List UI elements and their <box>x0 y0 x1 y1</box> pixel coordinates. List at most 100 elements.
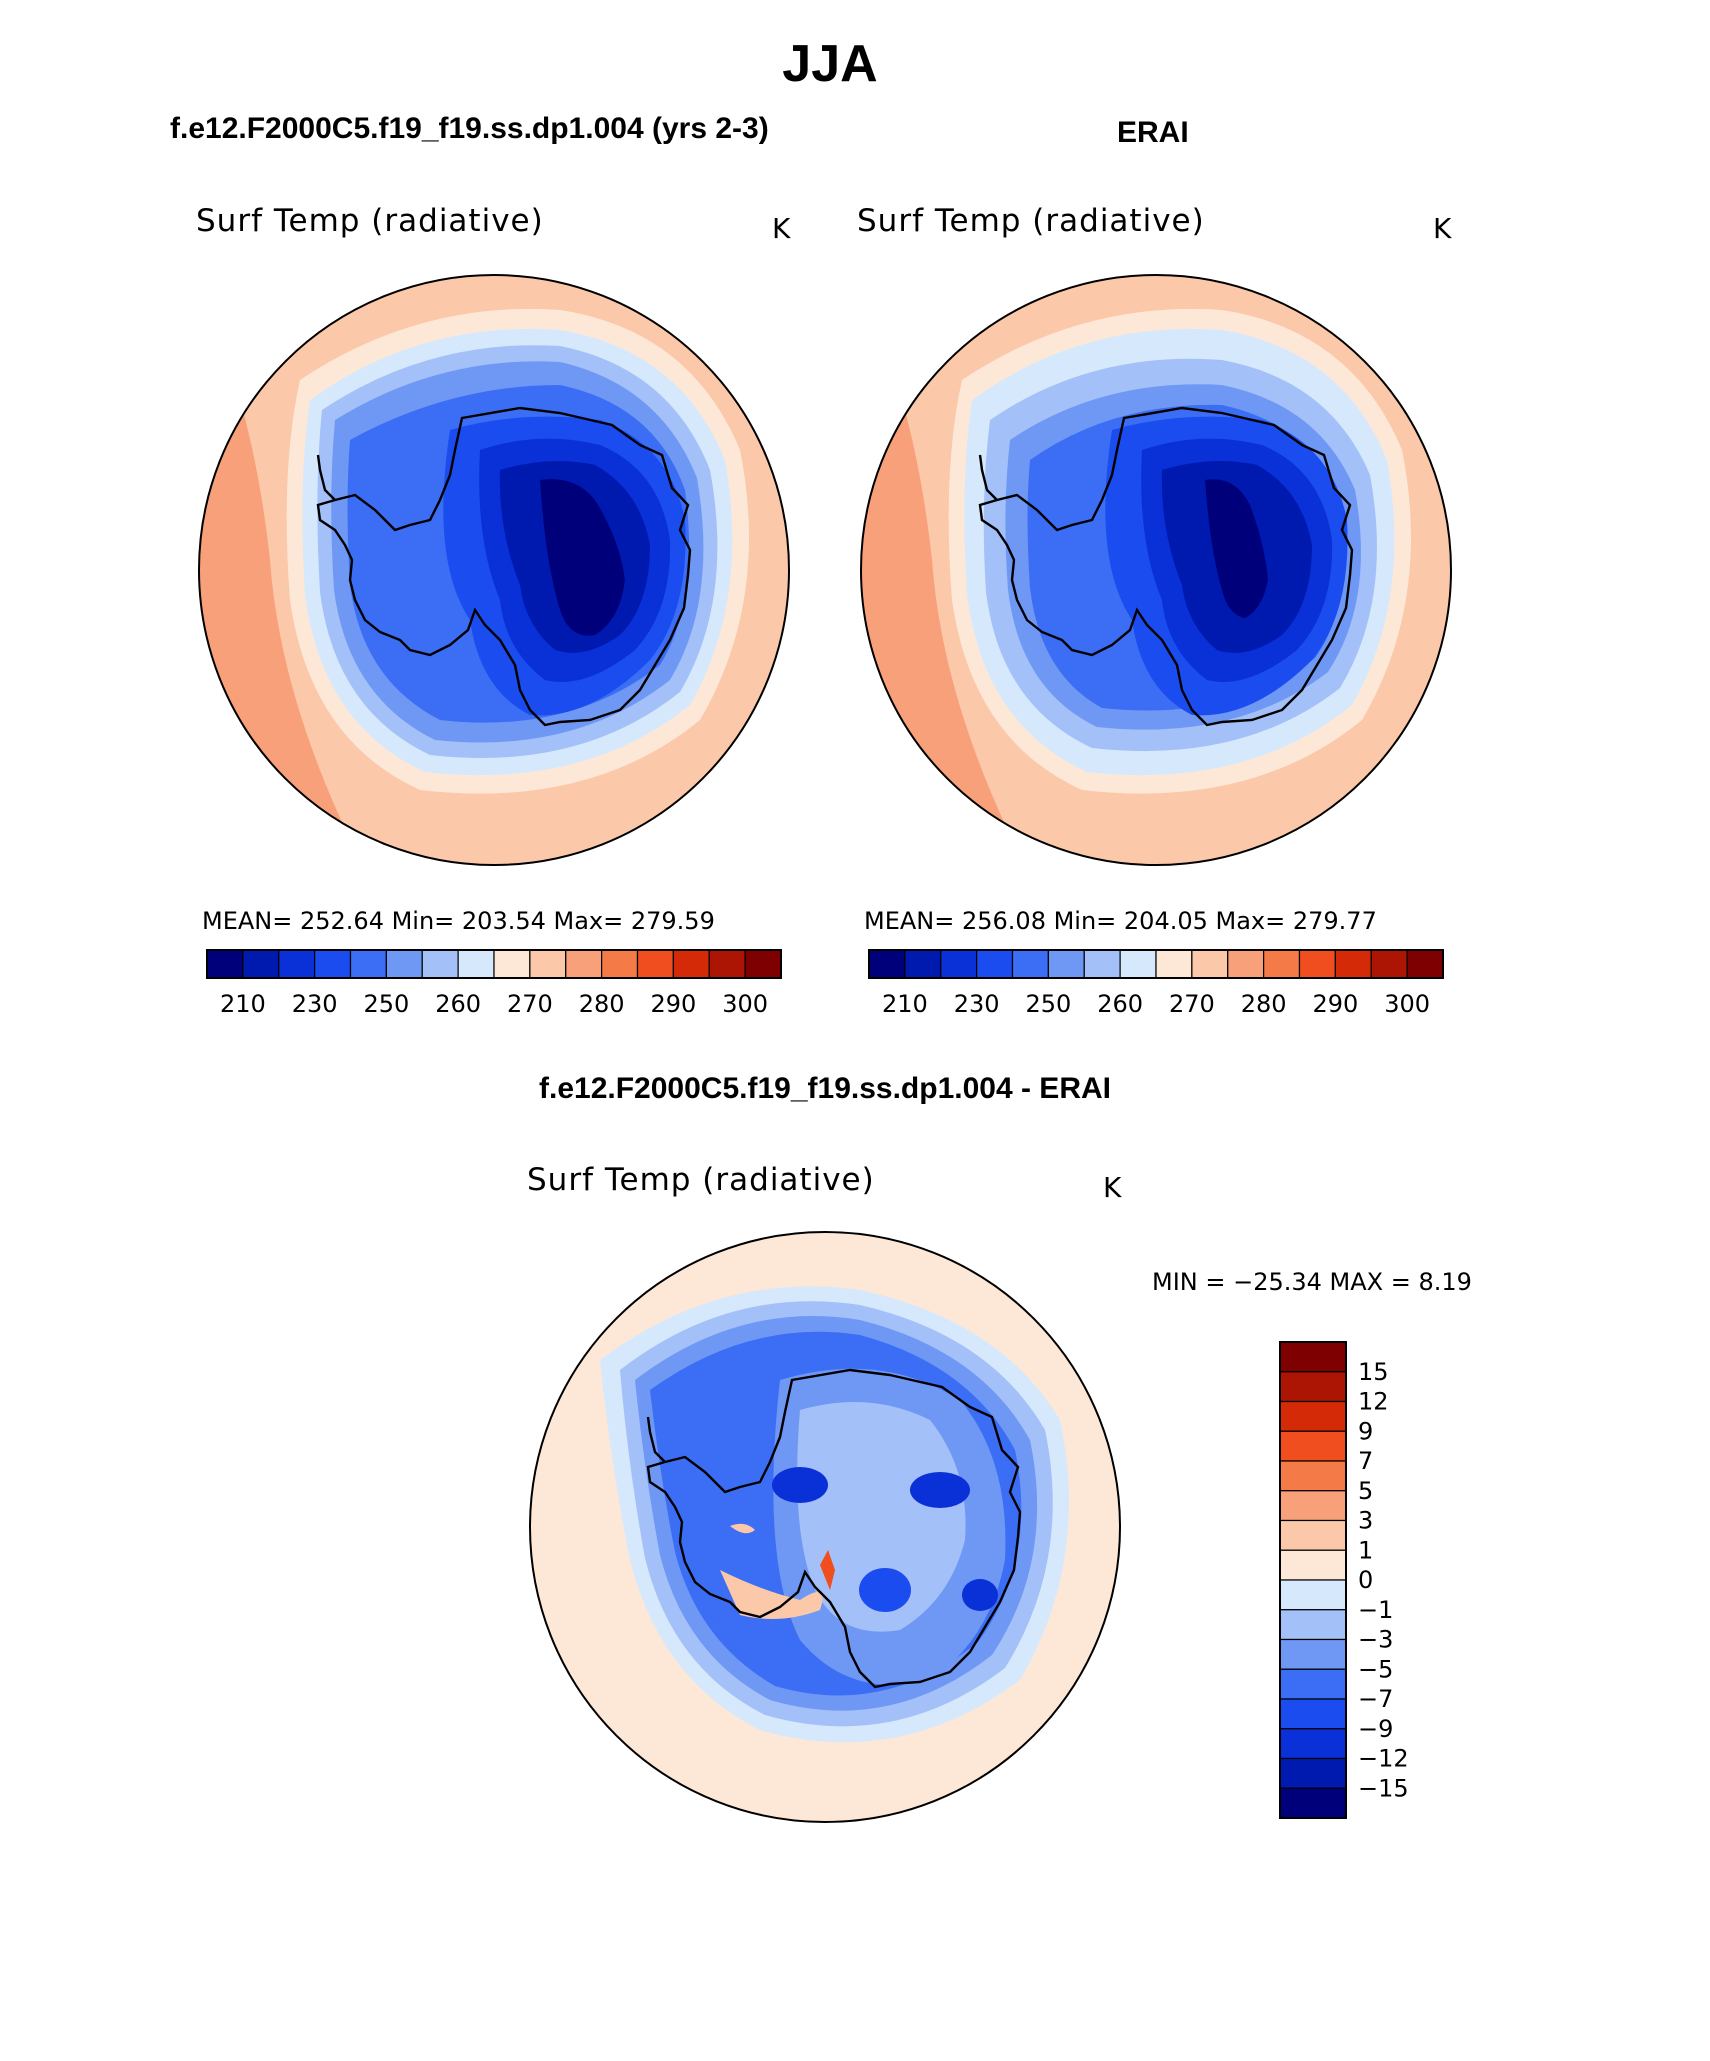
figure-title: JJA <box>782 35 878 93</box>
panel1-stats: MEAN= 252.64 Min= 203.54 Max= 279.59 <box>202 907 715 935</box>
panel3-colorbar-tick-label: 5 <box>1358 1477 1373 1505</box>
panel1-colorbar-tick-label: 210 <box>220 990 266 1018</box>
panel2-colorbar-box <box>1227 949 1265 979</box>
panel2-peninsula-coastline <box>978 454 998 501</box>
panel2-variable-title: Surf Temp (radiative) <box>857 203 1205 239</box>
panel3-colorbar-frame <box>1279 1341 1347 1819</box>
panel1-antarctica-coastline <box>316 406 692 727</box>
panel2-colorbar-tick-label: 300 <box>1384 990 1430 1018</box>
panel3-colorbar-box <box>1279 1430 1347 1462</box>
panel2-colorbar-tick-label: 280 <box>1241 990 1287 1018</box>
panel2-colorbar-box <box>1298 949 1336 979</box>
panel2-colorbar-tick-label: 270 <box>1169 990 1215 1018</box>
panel1-colorbar-box <box>278 949 316 979</box>
panel2-colorbar-box <box>940 949 978 979</box>
panel3-colorbar-tick-label: 12 <box>1358 1388 1389 1416</box>
panel1-colorbar-tick-label: 280 <box>579 990 625 1018</box>
panel3-stats: MIN = −25.34 MAX = 8.19 <box>1152 1268 1472 1296</box>
panel3-colorbar-tick-label: 3 <box>1358 1507 1373 1535</box>
panel3-colorbar-box <box>1279 1668 1347 1700</box>
panel1-colorbar-tick-label: 270 <box>507 990 553 1018</box>
panel3-colorbar-tick-label: 9 <box>1358 1417 1373 1445</box>
panel3-colorbar-tick-label: −9 <box>1358 1715 1393 1743</box>
panel3-colorbar-box <box>1279 1787 1347 1819</box>
panel2-colorbar-tick-label: 290 <box>1312 990 1358 1018</box>
panel3-colorbar-box <box>1279 1579 1347 1611</box>
panel2-colorbar-box <box>868 949 906 979</box>
panel1-colorbar-box <box>206 949 244 979</box>
panel3-case-title: f.e12.F2000C5.f19_f19.ss.dp1.004 - ERAI <box>539 1072 1111 1105</box>
panel1-colorbar-box <box>708 949 746 979</box>
panel1-colorbar-box <box>636 949 674 979</box>
panel2-colorbar-box <box>1406 949 1444 979</box>
panel1-colorbar-box <box>349 949 387 979</box>
panel3-warm-spot-west <box>730 1523 755 1534</box>
panel3-colorbar-tick-label: 15 <box>1358 1358 1389 1386</box>
panel3-colorbar-box <box>1279 1519 1347 1551</box>
panel2-colorbar-box <box>1047 949 1085 979</box>
panel3-warm-spot-ross <box>820 1550 835 1590</box>
panel1-colorbar-tick-label: 260 <box>435 990 481 1018</box>
panel3-colorbar-box <box>1279 1490 1347 1522</box>
panel3-cold-spot-3 <box>859 1568 911 1612</box>
panel3-colorbar-box <box>1279 1549 1347 1581</box>
panel3-band-continent-minus3 <box>797 1402 966 1632</box>
panel1-map <box>198 274 790 866</box>
panel3-colorbar-tick-label: −3 <box>1358 1626 1393 1654</box>
panel1-colorbar-box <box>529 949 567 979</box>
panel1-band-210 <box>540 479 625 636</box>
panel3-map-border <box>529 1231 1121 1823</box>
panel3-colorbar-tick-label: −5 <box>1358 1655 1393 1683</box>
panel2-band-210 <box>1205 479 1268 618</box>
panel3-cold-spot-4 <box>962 1579 998 1611</box>
panel1-colorbar-box <box>421 949 459 979</box>
panel3-colorbar-tick-label: −12 <box>1358 1745 1409 1773</box>
panel1-map-border <box>198 274 790 866</box>
panel3-colorbar-box <box>1279 1341 1347 1373</box>
panel3-colorbar-tick-label: 0 <box>1358 1566 1373 1594</box>
panel1-colorbar-box <box>314 949 352 979</box>
panel1-colorbar-box <box>672 949 710 979</box>
panel3-colorbar-box <box>1279 1371 1347 1403</box>
panel2-colorbar-box <box>1191 949 1229 979</box>
panel3-colorbar-box <box>1279 1728 1347 1760</box>
panel1-colorbar-tick-label: 250 <box>363 990 409 1018</box>
panel1-colorbar-box <box>457 949 495 979</box>
panel3-warm-spot-peninsula <box>720 1570 823 1619</box>
panel2-stats: MEAN= 256.08 Min= 204.05 Max= 279.77 <box>864 907 1377 935</box>
panel2-map <box>860 274 1452 866</box>
panel2-colorbar-box <box>1119 949 1157 979</box>
panel1-colorbar-box <box>744 949 782 979</box>
panel3-colorbar-box <box>1279 1698 1347 1730</box>
panel3-colorbar-box <box>1279 1757 1347 1789</box>
colorbars: 210 230 250 260 270 280 290 300 210 230 250 260 270 2… <box>206 949 1444 1819</box>
panel2-colorbar-box <box>1155 949 1193 979</box>
panel3-variable-title: Surf Temp (radiative) <box>527 1162 875 1198</box>
panel2-colorbar-tick-label: 260 <box>1097 990 1143 1018</box>
panel2-antarctica-coastline <box>978 406 1354 727</box>
panel1-colorbar-box <box>601 949 639 979</box>
panel2-colorbar-box <box>1370 949 1408 979</box>
panel1-colorbar-tick-label: 300 <box>722 990 768 1018</box>
panel3-map <box>529 1231 1121 1823</box>
panel3-colorbar-tick-label: −15 <box>1358 1774 1409 1802</box>
panel3-peninsula-coastline <box>646 1416 666 1463</box>
panel3-colorbar-tick-label: −7 <box>1358 1685 1393 1713</box>
panel1-colorbar-box <box>242 949 280 979</box>
panel3-colorbar-tick-label: 7 <box>1358 1447 1373 1475</box>
panel3-cold-spot-1 <box>772 1467 828 1503</box>
panel1-peninsula-coastline <box>316 454 336 501</box>
panel1-case-title: f.e12.F2000C5.f19_f19.ss.dp1.004 (yrs 2-… <box>170 112 769 145</box>
panel2-colorbar-box <box>1011 949 1049 979</box>
panel3-colorbar-tick-label: 1 <box>1358 1536 1373 1564</box>
panel2-case-title: ERAI <box>1117 116 1189 149</box>
panel3-antarctica-coastline <box>646 1368 1022 1689</box>
panel1-colorbar-box <box>385 949 423 979</box>
panel2-colorbar-box <box>904 949 942 979</box>
panel3-colorbar-tick-label: −1 <box>1358 1596 1393 1624</box>
panel1-units: K <box>772 212 791 245</box>
panel2-colorbar-tick-label: 250 <box>1025 990 1071 1018</box>
panel3-colorbar-box <box>1279 1400 1347 1432</box>
panel3-cold-spot-2 <box>910 1472 970 1508</box>
